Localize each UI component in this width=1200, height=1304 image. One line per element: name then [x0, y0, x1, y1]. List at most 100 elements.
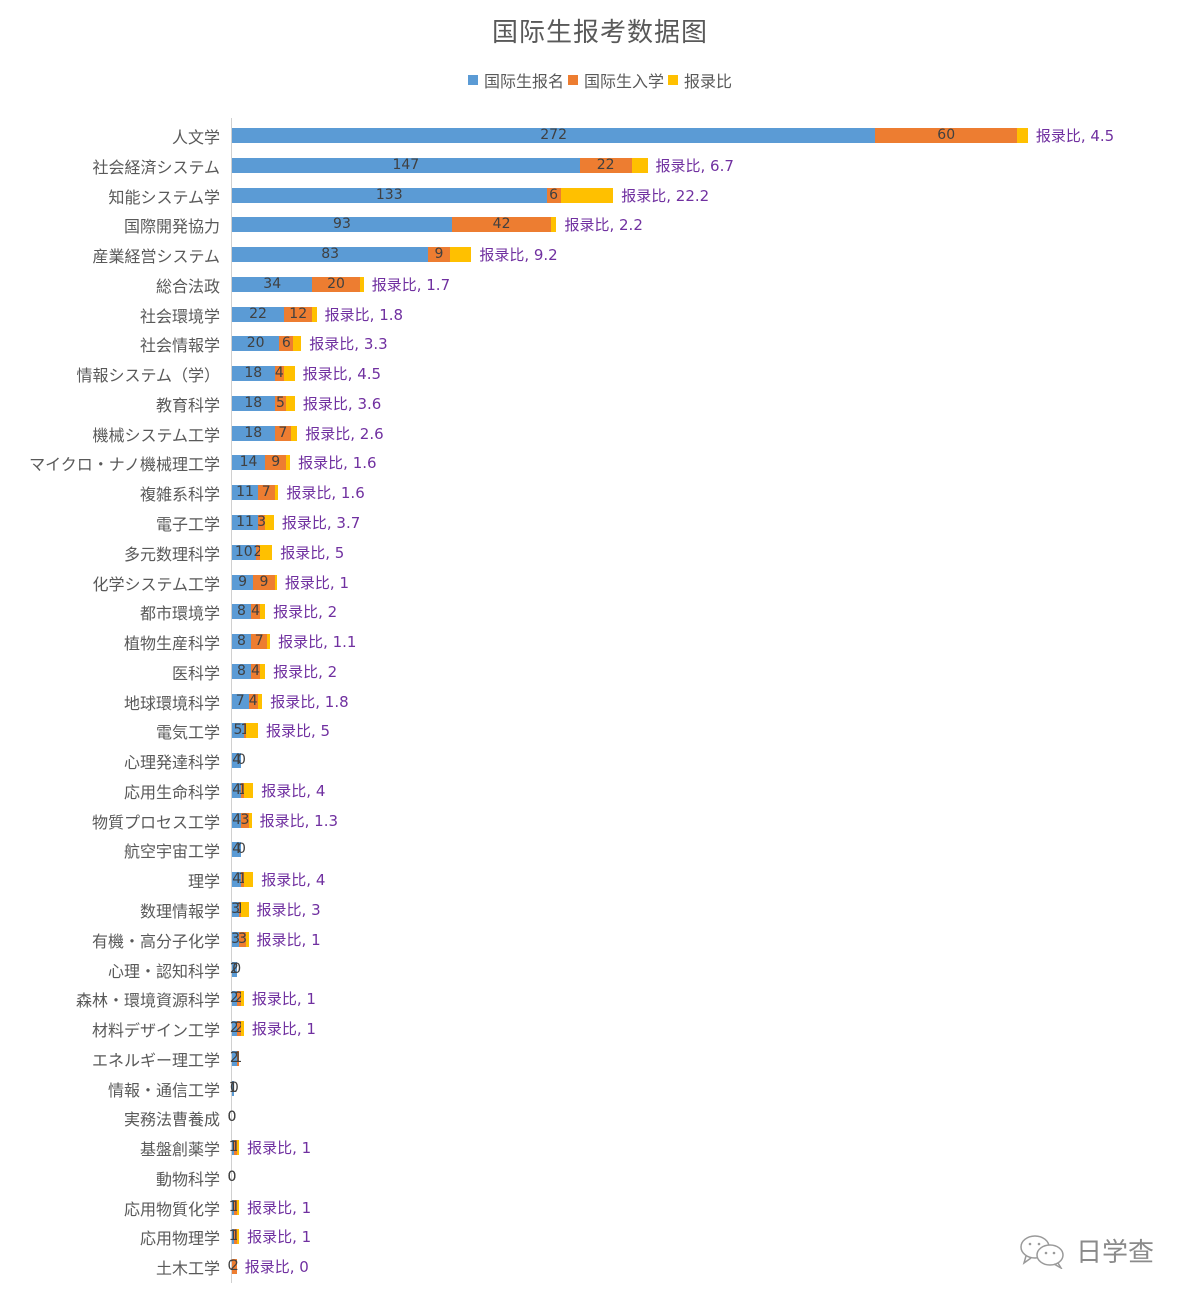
bar-segment-ratio[interactable] — [241, 1021, 244, 1037]
bar-segment-ratio[interactable] — [449, 247, 472, 263]
stacked-bar[interactable]: 93 42 — [232, 217, 557, 233]
bar-segment-ratio[interactable] — [265, 515, 274, 530]
bar-segment-enrolled[interactable]: 9 — [265, 455, 287, 471]
bar-segment-enrolled[interactable]: 9 — [428, 247, 450, 263]
stacked-bar[interactable]: 272 60 — [232, 128, 1028, 143]
legend-item-ratio[interactable]: 报录比 — [668, 68, 732, 92]
bar-segment-ratio[interactable] — [260, 663, 266, 679]
bar-segment-applicants[interactable]: 8 — [232, 663, 251, 679]
legend-item-applicants[interactable]: 国际生报名 — [467, 68, 564, 92]
bar-segment-applicants[interactable]: 34 — [232, 276, 313, 292]
bar-segment-ratio[interactable] — [551, 217, 557, 233]
bar-segment-ratio[interactable] — [243, 782, 254, 798]
bar-segment-enrolled[interactable]: 7 — [258, 485, 275, 501]
stacked-bar[interactable]: 147 22 — [232, 157, 648, 173]
stacked-bar[interactable]: 14 9 — [232, 455, 291, 471]
bar-segment-applicants[interactable]: 22 — [232, 306, 285, 322]
bar-segment-enrolled[interactable]: 3 — [257, 515, 266, 530]
bar-segment-enrolled[interactable]: 6 — [546, 187, 561, 203]
bar-segment-applicants[interactable]: 133 — [232, 187, 547, 203]
stacked-bar[interactable]: 18 7 — [232, 425, 298, 441]
bar-segment-enrolled[interactable]: 22 — [579, 157, 632, 173]
stacked-bar[interactable]: 02 — [228, 1259, 239, 1275]
bar-segment-enrolled[interactable]: 1 — [231, 1229, 240, 1245]
stacked-bar[interactable]: 20 6 — [232, 336, 302, 352]
bar-segment-applicants[interactable]: 1 — [229, 1199, 238, 1215]
bar-segment-enrolled[interactable]: 20 — [312, 276, 360, 292]
stacked-bar[interactable]: 18 4 — [232, 366, 295, 382]
bar-segment-enrolled[interactable]: 1 — [241, 723, 249, 739]
bar-segment-ratio[interactable] — [312, 306, 317, 322]
bar-segment-applicants[interactable]: 4 — [232, 812, 242, 828]
bar-segment-ratio[interactable] — [274, 485, 279, 501]
bar-segment-applicants[interactable]: 272 — [232, 128, 876, 143]
bar-segment-enrolled[interactable]: 1 — [231, 1140, 240, 1156]
bar-segment-ratio[interactable] — [246, 723, 258, 739]
bar-segment-enrolled[interactable]: 1 — [238, 872, 247, 888]
bar-segment-applicants[interactable]: 14 — [232, 455, 266, 471]
bar-segment-applicants[interactable]: 3 — [231, 902, 240, 918]
bar-segment-enrolled[interactable]: 1 — [233, 1050, 242, 1066]
bar-segment-enrolled[interactable]: 4 — [274, 366, 285, 382]
bar-segment-ratio[interactable] — [1017, 128, 1028, 143]
bar-segment-applicants[interactable]: 18 — [232, 366, 275, 382]
bar-segment-applicants[interactable]: 147 — [232, 157, 580, 173]
stacked-bar[interactable]: 133 6 — [232, 187, 614, 203]
bar-segment-ratio[interactable] — [291, 425, 298, 441]
bar-segment-applicants[interactable]: 18 — [232, 425, 275, 441]
bar-segment-applicants[interactable]: 2 — [230, 961, 239, 977]
bar-segment-enrolled[interactable]: 42 — [451, 217, 552, 233]
bar-segment-ratio[interactable] — [274, 574, 277, 590]
bar-segment-enrolled[interactable]: 4 — [250, 604, 261, 620]
bar-segment-enrolled[interactable]: 3 — [238, 931, 247, 947]
bar-segment-ratio[interactable] — [359, 276, 364, 292]
legend-item-enrolled[interactable]: 国际生入学 — [567, 68, 664, 92]
bar-segment-ratio[interactable] — [248, 812, 252, 828]
stacked-bar[interactable]: 22 12 — [232, 306, 317, 322]
bar-segment-applicants[interactable]: 4 — [232, 842, 242, 858]
bar-segment-applicants[interactable]: 4 — [232, 782, 242, 798]
bar-segment-ratio[interactable] — [246, 931, 249, 947]
stacked-bar[interactable]: 11 3 — [232, 515, 274, 530]
bar-segment-enrolled[interactable]: 60 — [875, 128, 1018, 143]
bar-segment-ratio[interactable] — [260, 544, 273, 560]
bar-segment-ratio[interactable] — [241, 902, 249, 918]
bar-segment-enrolled[interactable]: 1 — [231, 1199, 240, 1215]
bar-segment-enrolled[interactable]: 7 — [274, 425, 292, 441]
bar-segment-applicants[interactable]: 1 — [229, 1229, 238, 1245]
bar-segment-enrolled[interactable]: 4 — [250, 663, 261, 679]
bar-segment-ratio[interactable] — [236, 1229, 240, 1245]
bar-segment-applicants[interactable]: 7 — [232, 693, 249, 709]
stacked-bar[interactable]: 83 9 — [232, 247, 472, 263]
bar-segment-ratio[interactable] — [258, 693, 263, 709]
bar-segment-applicants[interactable]: 2 — [230, 1050, 239, 1066]
bar-segment-applicants[interactable]: 18 — [232, 395, 275, 411]
bar-segment-applicants[interactable]: 83 — [232, 247, 429, 263]
bar-segment-ratio[interactable] — [560, 187, 614, 203]
bar-segment-ratio[interactable] — [293, 336, 302, 352]
bar-segment-enrolled[interactable]: 6 — [279, 336, 294, 352]
bar-segment-enrolled[interactable]: 7 — [250, 634, 268, 650]
bar-segment-enrolled[interactable]: 4 — [248, 693, 258, 709]
bar-segment-enrolled[interactable]: 2 — [254, 544, 262, 560]
bar-segment-ratio[interactable] — [241, 991, 244, 1007]
stacked-bar[interactable]: 34 20 — [232, 276, 364, 292]
bar-segment-ratio[interactable] — [236, 1199, 240, 1215]
bar-segment-enrolled[interactable]: 1 — [236, 902, 245, 918]
bar-segment-applicants[interactable]: 2 — [230, 1021, 239, 1037]
bar-segment-applicants[interactable]: 1 — [229, 1080, 238, 1096]
bar-segment-applicants[interactable]: 93 — [232, 217, 452, 233]
